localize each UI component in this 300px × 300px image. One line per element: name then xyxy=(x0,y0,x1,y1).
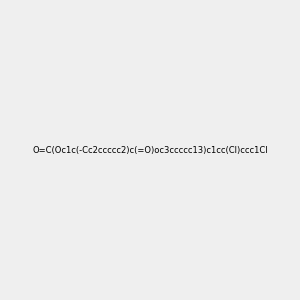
Text: O=C(Oc1c(-Cc2ccccc2)c(=O)oc3ccccc13)c1cc(Cl)ccc1Cl: O=C(Oc1c(-Cc2ccccc2)c(=O)oc3ccccc13)c1cc… xyxy=(32,146,268,154)
